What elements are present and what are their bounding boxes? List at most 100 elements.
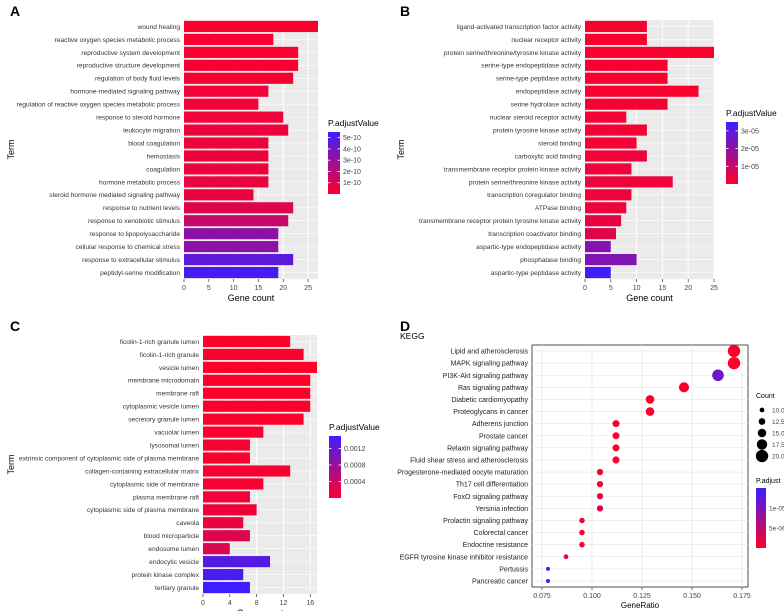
panel-c-category-label: endosome lumen xyxy=(148,546,199,553)
panel-a-xtick-label: 0 xyxy=(182,285,186,292)
panel-b-category-label: ATPase binding xyxy=(535,205,581,212)
panel-d-size-legend-point xyxy=(756,439,768,450)
panel-d-category-label: Progesterone-mediated oocyte maturation xyxy=(397,470,528,477)
panel-a-xlabel: Gene count xyxy=(228,293,275,303)
panel-c-bar xyxy=(203,491,250,503)
panel-c-category-label: plasma membrane raft xyxy=(133,494,199,501)
panel-c-bar xyxy=(203,465,291,477)
panel-d-size-legend-label: 15.0 xyxy=(772,431,784,438)
panel-b-xtick-label: 5 xyxy=(609,285,613,292)
panel-d-point xyxy=(645,395,655,404)
panel-d-point xyxy=(546,566,550,571)
panel-a-legend-colorbar xyxy=(328,132,340,194)
panel-c-category-label: protein kinase complex xyxy=(132,572,200,579)
panel-a-bar xyxy=(184,189,254,201)
panel-d-category-label: Proteoglycans in cancer xyxy=(453,409,528,416)
panel-c-bar xyxy=(203,504,257,516)
panel-c-bar xyxy=(203,374,311,386)
panel-c-xtick-label: 8 xyxy=(255,600,259,607)
panel-a-category-label: response to extracellular stimulus xyxy=(82,257,181,264)
panel-a-legend-tick-label: 1e-10 xyxy=(343,180,361,187)
panel-a-category-label: response to lipopolysaccharide xyxy=(89,231,180,238)
panel-c-category-label: vacuolar lumen xyxy=(154,430,199,437)
panel-b-category-label: transmembrane receptor protein tyrosine … xyxy=(419,218,582,225)
panel-b-legend-colorbar xyxy=(726,122,738,184)
panel-b-bar xyxy=(585,189,632,201)
panel-c-legend-tick-label: 0.0008 xyxy=(344,462,366,469)
panel-a-category-label: regulation of body fluid levels xyxy=(95,76,181,83)
panel-a-bar xyxy=(184,202,294,214)
panel-d-category-label: Pancreatic cancer xyxy=(472,578,529,585)
panel-c-bar xyxy=(203,478,264,490)
panel-c-bar xyxy=(203,426,264,438)
panel-b-ylabel: Term xyxy=(396,140,406,160)
panel-a-bar xyxy=(184,33,274,45)
panel-d-point xyxy=(612,444,620,452)
panel-a-bar xyxy=(184,46,299,58)
panel-d-category-label: Prostate cancer xyxy=(479,433,529,440)
panel-a-category-label: wound healing xyxy=(136,24,180,31)
panel-d-size-legend-label: 20.0 xyxy=(772,454,784,461)
panel-a-xtick-label: 10 xyxy=(230,285,238,292)
panel-c-legend-colorbar xyxy=(329,436,341,498)
panel-b-category-label: steroid binding xyxy=(538,140,581,147)
panel-c-xtick-label: 4 xyxy=(228,600,232,607)
panel-b-bar xyxy=(585,124,647,136)
panel-a-bar xyxy=(184,150,269,162)
panel-d-xlabel: GeneRatio xyxy=(621,601,660,610)
panel-a-legend-tick-label: 4e-10 xyxy=(343,146,361,153)
panel-d-color-legend-tick-label: 1e-05 xyxy=(769,506,784,513)
panel-a-bar xyxy=(184,228,279,240)
panel-d-size-legend-label: 12.5 xyxy=(772,419,784,426)
panel-b-xtick-label: 15 xyxy=(659,285,667,292)
panel-b-category-label: aspartic-type peptidase activity xyxy=(491,270,582,277)
panel-c-xtick-label: 12 xyxy=(280,600,288,607)
panel-d-category-label: Yersinia infection xyxy=(475,506,528,513)
panel-d-plot-area xyxy=(531,344,749,588)
panel-a-legend-tick-label: 3e-10 xyxy=(343,158,361,165)
panel-d-category-label: Endocrine resistance xyxy=(463,542,528,549)
panel-c-bar xyxy=(203,569,244,581)
panel-c-bar xyxy=(203,335,291,348)
panel-d-category-label: FoxO signaling pathway xyxy=(453,494,528,501)
panel-label-d: D xyxy=(400,318,410,334)
panel-c-category-label: ficolin-1-rich granule lumen xyxy=(120,339,199,346)
panel-b-legend-tick-label: 1e-05 xyxy=(741,164,759,171)
panel-c-ylabel: Term xyxy=(6,455,16,475)
panel-a-category-label: reactive oxygen species metabolic proces… xyxy=(55,37,181,44)
panel-b-legend-title: P.adjustValue xyxy=(726,108,777,118)
panel-c-bar xyxy=(203,517,244,529)
panel-c-category-label: collagen-containing extracellular matrix xyxy=(85,468,200,475)
panel-c-bar xyxy=(203,387,311,399)
panel-b-bar xyxy=(585,150,647,162)
panel-a-bar xyxy=(184,215,289,227)
panel-b-legend-tick-label: 2e-05 xyxy=(741,146,759,153)
panel-a-bar xyxy=(184,72,294,84)
panel-d-point xyxy=(612,432,620,440)
panel-d-category-label: Prolactin signaling pathway xyxy=(443,518,528,525)
panel-b-category-label: protein tyrosine kinase activity xyxy=(493,127,582,134)
panel-c-bar xyxy=(203,556,271,568)
panel-d-xtick-label: 0.175 xyxy=(733,593,751,600)
panel-d-xtick-label: 0.125 xyxy=(633,593,651,600)
panel-d-point xyxy=(579,529,585,536)
panel-c-bar xyxy=(203,530,250,542)
panel-c-category-label: membrane raft xyxy=(156,391,199,398)
panel-b-category-label: carboxylic acid binding xyxy=(515,153,582,160)
panel-a-ylabel: Term xyxy=(6,140,16,160)
panel-b-xlabel: Gene count xyxy=(626,293,673,303)
panel-a-plot-area xyxy=(184,20,318,279)
panel-a-category-label: steroid hormone mediated signaling pathw… xyxy=(49,192,181,199)
panel-c-category-label: secretory granule lumen xyxy=(128,417,199,424)
panel-d-point xyxy=(563,554,569,560)
panel-d-category-label: Colorectal cancer xyxy=(474,530,529,537)
panel-a-bar xyxy=(184,59,299,71)
panel-d-title: KEGG xyxy=(400,331,425,341)
panel-a-category-label: regulation of reactive oxygen species me… xyxy=(17,102,181,109)
panel-b-category-label: protein serine/threonine kinase activity xyxy=(469,179,582,186)
panel-d-size-legend-label: 17.5 xyxy=(772,442,784,449)
panel-d-point xyxy=(727,344,741,358)
panel-a-bar xyxy=(184,111,284,123)
panel-b-bar xyxy=(585,254,637,266)
